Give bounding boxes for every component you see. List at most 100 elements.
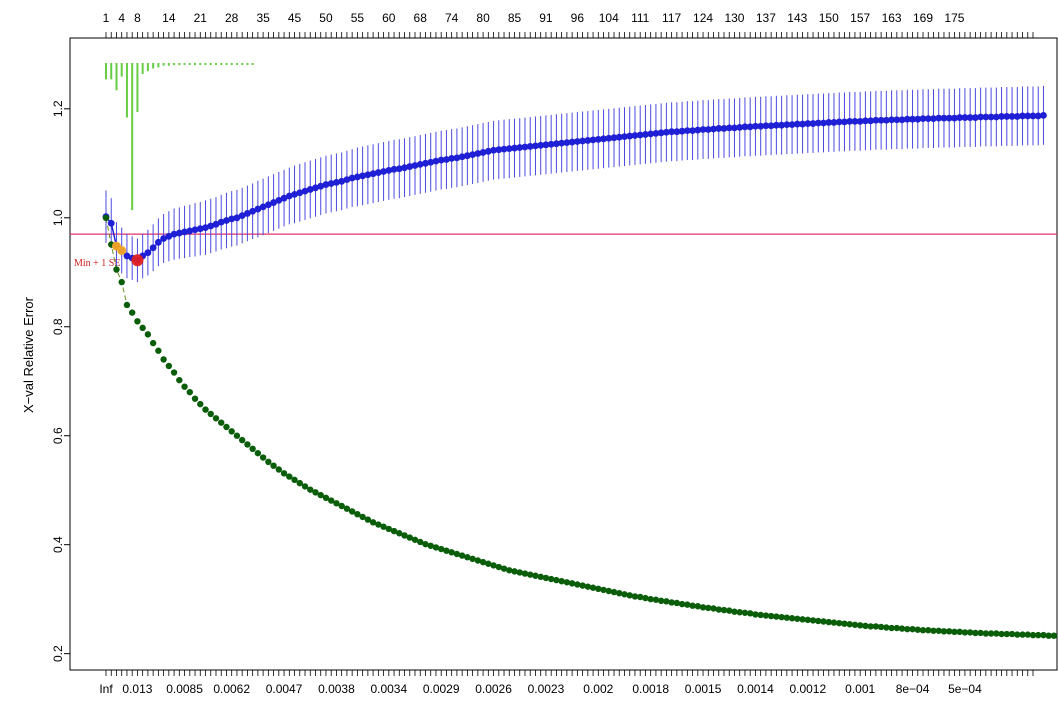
xval-point (704, 126, 712, 133)
xval-point (914, 115, 922, 123)
resub-point (966, 629, 974, 636)
top-tick-label: 169 (913, 11, 933, 25)
resub-point (867, 623, 874, 630)
resub-point (820, 618, 827, 625)
top-tick-label: 68 (414, 11, 428, 25)
resub-point (411, 536, 419, 543)
resub-point (479, 558, 487, 566)
resub-point (233, 432, 241, 439)
resub-point (726, 607, 733, 614)
resub-point (862, 622, 869, 630)
resub-point (170, 369, 178, 376)
resub-point (390, 527, 398, 535)
xval-point (678, 127, 686, 135)
xval-point (406, 163, 414, 170)
xval-point (422, 159, 429, 167)
bottom-tick-label: 8e−04 (896, 682, 930, 696)
resub-point (972, 629, 979, 637)
resub-point (443, 547, 450, 554)
resub-point (830, 619, 838, 626)
xval-point (369, 170, 377, 178)
top-tick-label: 150 (819, 11, 839, 25)
resub-point (307, 486, 314, 493)
xval-point (196, 225, 204, 233)
xval-point (1024, 112, 1032, 120)
resub-point (705, 604, 712, 612)
top-tick-label: 175 (944, 11, 964, 25)
resub-point (406, 534, 413, 541)
top-tick-label: 35 (256, 11, 270, 25)
bottom-tick-label: 0.0034 (370, 682, 407, 696)
resub-point (673, 599, 681, 607)
xval-point (385, 166, 393, 174)
xval-point (443, 156, 450, 163)
resub-point (794, 615, 801, 622)
xval-point (395, 165, 403, 173)
resub-point (694, 603, 702, 610)
improvement-bars-layer (105, 63, 254, 211)
resub-point (982, 630, 990, 637)
resub-point (275, 466, 283, 473)
xval-point (882, 116, 890, 124)
top-tick-label: 1 (103, 11, 110, 25)
resub-point (453, 550, 461, 558)
resub-point (783, 614, 791, 621)
xval-point (353, 173, 361, 181)
top-tick-label: 111 (631, 11, 650, 25)
xval-point (338, 177, 346, 185)
xval-point (123, 252, 131, 260)
xval-point (772, 121, 780, 129)
bottom-tick-label: 0.0023 (528, 682, 565, 696)
resub-point (610, 588, 618, 596)
xval-point (694, 126, 702, 134)
resub-point (657, 597, 665, 605)
xval-point (1034, 112, 1042, 120)
top-tick-label: 124 (693, 11, 713, 25)
resub-point (369, 519, 377, 526)
highlight-point (131, 254, 144, 267)
xval-point (249, 207, 257, 215)
resub-point (270, 462, 277, 469)
xval-point (484, 147, 492, 155)
resub-point (987, 630, 995, 637)
resub-point (699, 604, 707, 611)
xval-point (170, 230, 178, 238)
xval-point (589, 136, 597, 144)
resub-point (1024, 631, 1031, 638)
xval-point (998, 113, 1005, 120)
resub-point (877, 623, 885, 631)
resub-point (621, 591, 628, 598)
xval-point (862, 117, 869, 125)
top-tick-label: 8 (134, 11, 141, 25)
xval-point (710, 125, 717, 133)
resub-point (155, 347, 162, 354)
resub-point (1029, 631, 1037, 639)
xval-point (584, 137, 592, 144)
resub-point (532, 572, 539, 579)
xval-point (432, 157, 440, 165)
bottom-tick-label: 0.002 (583, 682, 613, 696)
xval-point (296, 189, 304, 197)
top-tick-label: 45 (288, 11, 302, 25)
xval-point (683, 127, 691, 135)
xval-point (516, 144, 524, 151)
xval-point (757, 122, 765, 130)
top-tick-label: 85 (508, 11, 522, 25)
resub-point (160, 356, 167, 363)
resub-point (128, 309, 136, 316)
xval-point (799, 120, 806, 128)
xval-point (835, 118, 843, 126)
xval-point (924, 115, 932, 123)
bottom-tick-label: 0.0062 (213, 682, 250, 696)
resub-point (930, 627, 937, 634)
resub-point (757, 611, 764, 619)
xval-point (542, 141, 550, 149)
xval-point (380, 168, 387, 175)
xval-point (322, 181, 330, 188)
xval-point (600, 135, 607, 143)
resub-point (893, 624, 901, 632)
resub-point (998, 630, 1005, 638)
resub-point (752, 611, 759, 618)
top-tick-label: 80 (476, 11, 490, 25)
xval-point (212, 220, 220, 228)
